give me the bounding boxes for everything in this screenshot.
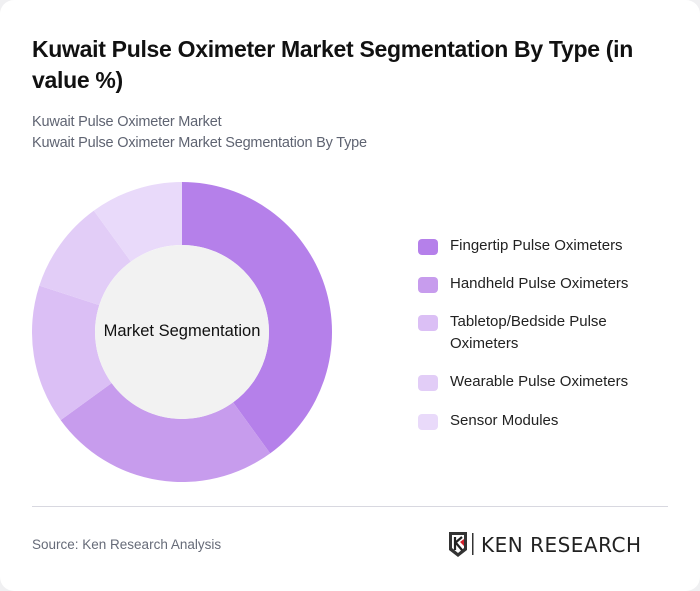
legend-label: Handheld Pulse Oximeters xyxy=(450,275,629,292)
legend-swatch-icon xyxy=(418,315,438,331)
legend-label: Sensor Modules xyxy=(450,412,559,429)
donut-hole xyxy=(95,245,269,419)
donut-chart xyxy=(32,182,332,482)
donut-segment-wearable-pulse-oximeters[interactable] xyxy=(39,210,131,306)
subtitle-segmentation: Kuwait Pulse Oximeter Market Segmentatio… xyxy=(32,135,367,151)
footer-divider xyxy=(32,506,668,507)
legend-swatch-icon xyxy=(418,277,438,293)
donut-segment-handheld-pulse-oximeters[interactable] xyxy=(60,383,271,482)
legend-item[interactable]: Wearable Pulse Oximeters xyxy=(418,371,670,393)
legend-item[interactable]: Handheld Pulse Oximeters xyxy=(418,273,670,295)
legend-item[interactable]: Sensor Modules xyxy=(418,410,670,432)
legend-item[interactable]: Fingertip Pulse Oximeters xyxy=(418,235,670,257)
ken-research-shield-icon xyxy=(449,532,474,557)
donut-segment-fingertip-pulse-oximeters[interactable] xyxy=(182,182,332,454)
legend-swatch-icon xyxy=(418,375,438,391)
subtitle-market: Kuwait Pulse Oximeter Market xyxy=(32,114,222,130)
donut-segment-sensor-modules[interactable] xyxy=(93,182,182,262)
ken-research-logo: KEN RESEARCH xyxy=(447,530,669,558)
source-note: Source: Ken Research Analysis xyxy=(32,537,222,552)
legend-swatch-icon xyxy=(418,239,438,255)
legend-label: Tabletop/Bedside Pulse Oximeters xyxy=(450,313,607,352)
legend-label: Fingertip Pulse Oximeters xyxy=(450,237,623,254)
donut-center-label: Market Segmentation xyxy=(103,322,261,340)
donut-segment-tabletop-bedside-pulse-oximeters[interactable] xyxy=(32,285,112,421)
legend-swatch-icon xyxy=(418,414,438,430)
legend-item[interactable]: Tabletop/Bedside Pulse Oximeters xyxy=(418,311,670,355)
legend-label: Wearable Pulse Oximeters xyxy=(450,373,629,390)
chart-title: Kuwait Pulse Oximeter Market Segmentatio… xyxy=(32,36,633,93)
logo-text: KEN RESEARCH xyxy=(481,533,642,557)
